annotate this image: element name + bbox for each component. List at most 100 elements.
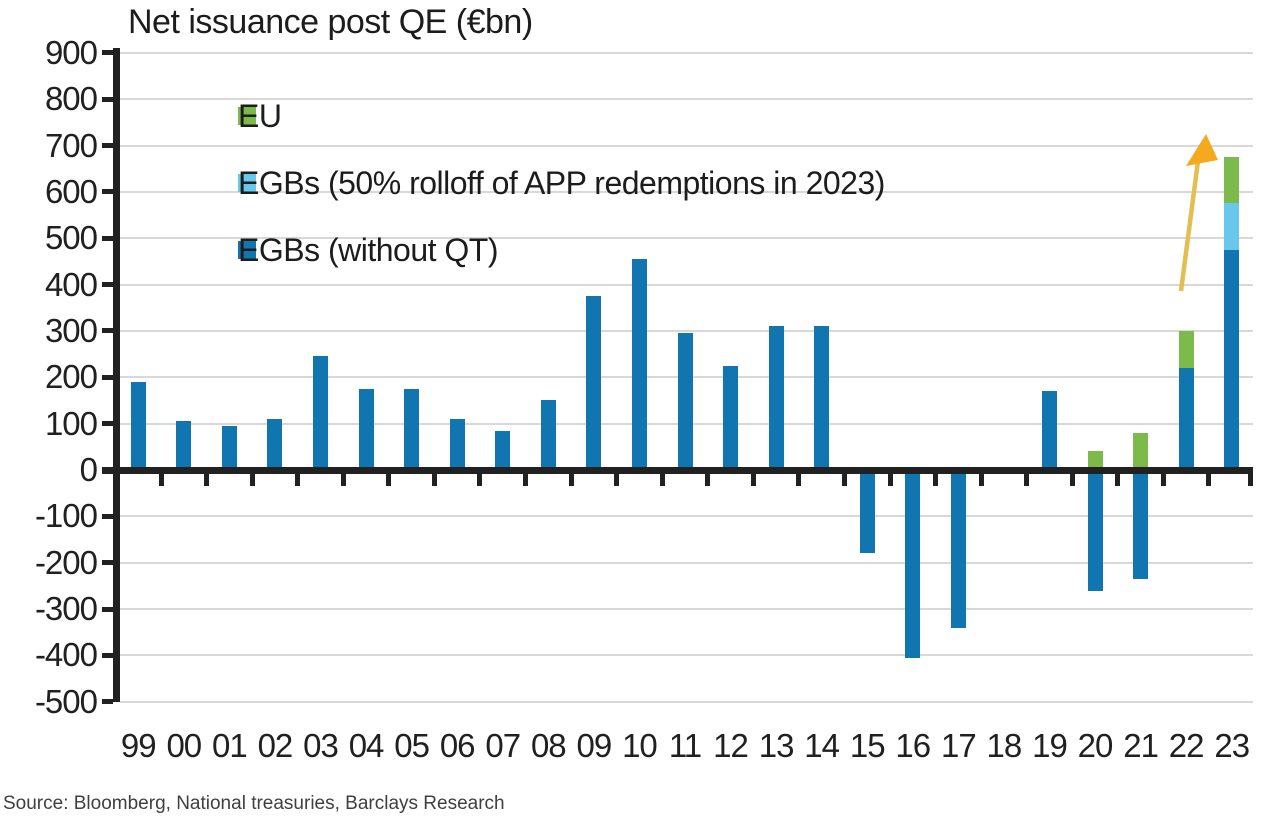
x-axis-label: 19 — [1032, 727, 1068, 764]
y-axis-label: 300 — [44, 311, 98, 349]
x-tick — [523, 470, 529, 486]
gridline — [120, 51, 1253, 54]
bar-segment — [723, 365, 739, 470]
y-tick — [102, 282, 113, 288]
gridline — [120, 283, 1253, 286]
x-tick — [705, 470, 711, 486]
x-axis-label: 11 — [668, 727, 702, 764]
y-axis-label: -300 — [34, 590, 98, 628]
bar-segment — [814, 326, 830, 470]
y-axis-label: 900 — [44, 33, 98, 71]
legend-swatch-icon — [238, 241, 256, 259]
x-axis-label: 03 — [303, 727, 339, 764]
x-axis-label: 01 — [212, 727, 248, 764]
x-axis-label: 23 — [1214, 727, 1250, 764]
bar-segment — [1133, 470, 1149, 579]
x-tick — [887, 470, 893, 486]
x-axis-label: 02 — [257, 727, 294, 764]
bar-segment — [950, 470, 966, 628]
bar-segment — [1178, 330, 1194, 369]
x-tick — [933, 470, 939, 486]
x-tick — [568, 470, 574, 486]
bar-segment — [176, 421, 192, 470]
x-tick — [295, 470, 301, 486]
x-axis-label: 10 — [622, 727, 658, 764]
bar-segment — [404, 388, 420, 470]
x-axis-label: 99 — [120, 727, 157, 764]
y-tick — [102, 374, 113, 380]
y-tick — [102, 652, 113, 658]
y-tick — [102, 235, 113, 241]
bar-segment — [677, 333, 693, 470]
x-tick — [204, 470, 210, 486]
gridline — [120, 561, 1253, 564]
x-axis-label: 07 — [485, 727, 521, 764]
x-tick — [1115, 470, 1121, 486]
x-axis-label: 17 — [940, 727, 977, 764]
gridline — [120, 608, 1253, 611]
y-axis-label: 400 — [44, 265, 98, 303]
y-axis-line — [113, 48, 120, 702]
x-axis-label: 06 — [439, 727, 476, 764]
bar-segment — [1041, 391, 1057, 470]
x-tick — [249, 470, 255, 486]
chart-title: Net issuance post QE (€bn) — [128, 3, 533, 41]
bar-segment — [221, 425, 237, 470]
y-tick — [102, 606, 113, 612]
y-tick — [102, 50, 113, 56]
x-axis-label: 15 — [849, 727, 886, 764]
x-axis-line — [102, 466, 1253, 474]
y-axis-label: -200 — [34, 543, 98, 581]
gridline — [120, 329, 1253, 332]
x-axis-label: 08 — [530, 727, 567, 764]
x-tick — [796, 470, 802, 486]
bar-segment — [1133, 432, 1149, 470]
source-note: Source: Bloomberg, National treasuries, … — [3, 793, 505, 814]
x-axis-label: 21 — [1123, 727, 1159, 764]
x-tick — [477, 470, 483, 486]
legend-swatch-icon — [238, 174, 256, 192]
x-tick — [1206, 470, 1212, 486]
bar-segment — [495, 430, 511, 470]
bar-segment — [1087, 451, 1103, 470]
y-tick — [102, 560, 113, 566]
y-axis-label: -400 — [34, 636, 98, 674]
gridline — [120, 98, 1253, 101]
gridline — [120, 190, 1253, 193]
trend-arrow-icon — [1178, 134, 1218, 292]
y-axis-label: 800 — [44, 80, 98, 118]
arrow-head — [1186, 134, 1218, 166]
bar-segment — [859, 470, 875, 554]
gridline — [120, 654, 1253, 657]
x-tick — [431, 470, 437, 486]
x-axis-label: 18 — [986, 727, 1023, 764]
gridline — [120, 237, 1253, 240]
y-tick — [102, 699, 113, 705]
y-tick — [102, 513, 113, 519]
x-tick — [978, 470, 984, 486]
bar-segment — [313, 356, 329, 470]
y-tick — [102, 189, 113, 195]
bar-segment — [768, 326, 784, 470]
x-tick — [841, 470, 847, 486]
x-tick — [386, 470, 392, 486]
y-axis-label: -100 — [34, 497, 98, 535]
legend-label: EGBs (without QT) — [238, 231, 499, 268]
bar-segment — [631, 259, 647, 470]
x-tick — [614, 470, 620, 486]
bar-segment — [586, 296, 602, 470]
x-axis-label: 04 — [348, 727, 385, 764]
x-axis-label: 14 — [804, 727, 840, 764]
gridline — [120, 144, 1253, 147]
x-axis-label: 22 — [1168, 727, 1205, 764]
bar-segment — [540, 400, 556, 470]
bar-segment — [358, 388, 374, 470]
bar-segment — [1224, 203, 1240, 250]
y-tick — [102, 96, 113, 102]
legend: EU EGBs (50% rolloff of APP redemptions i… — [238, 96, 1038, 276]
x-axis-label: 16 — [895, 727, 931, 764]
x-tick — [1248, 470, 1253, 486]
x-axis-label: 20 — [1077, 727, 1114, 764]
